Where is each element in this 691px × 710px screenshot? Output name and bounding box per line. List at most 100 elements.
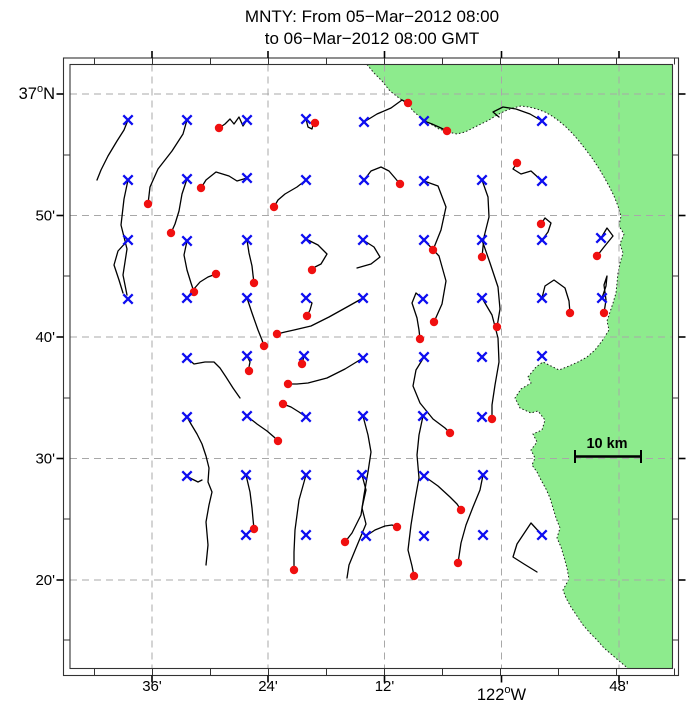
longitude-tick-label: 24' — [258, 678, 278, 695]
drifter-start-x-marker — [122, 174, 134, 186]
drifter-start-x-marker — [477, 469, 489, 481]
drifter-start-x-marker — [241, 234, 253, 246]
drifter-start-x-marker — [357, 292, 369, 304]
drifter-trajectory — [492, 106, 543, 122]
drifter-end-dot-marker — [283, 379, 293, 389]
drifter-trajectory — [293, 474, 307, 571]
drifter-end-dot-marker — [429, 317, 439, 327]
drifter-end-dot-marker — [259, 341, 269, 351]
drifter-trajectory — [273, 179, 307, 208]
drifter-trajectory — [276, 297, 364, 335]
drifter-start-x-marker — [536, 234, 548, 246]
drifter-end-dot-marker — [492, 322, 502, 332]
drifter-end-dot-marker — [278, 399, 288, 409]
drifter-start-x-marker — [300, 113, 312, 125]
drifter-start-x-marker — [241, 172, 253, 184]
drifter-start-x-marker — [181, 352, 193, 364]
drifter-trajectory — [412, 356, 451, 434]
drifter-start-x-marker — [241, 114, 253, 126]
drifter-trajectory — [512, 522, 543, 573]
drifter-end-dot-marker — [273, 436, 283, 446]
drifter-trajectory — [183, 240, 195, 293]
axis-layer: 36' 24' 12' 122oW 48' 37oN 50' 40' 30' 20' — [19, 51, 686, 704]
drifter-start-x-marker — [300, 411, 312, 423]
drifter-end-dot-marker — [166, 228, 176, 238]
drifter-start-x-marker — [240, 469, 252, 481]
drifter-end-dot-marker — [244, 366, 254, 376]
longitude-tick-label: 12' — [375, 678, 395, 695]
drifter-start-x-marker — [357, 352, 369, 364]
drifter-start-x-marker — [240, 529, 252, 541]
drifter-start-x-marker — [181, 114, 193, 126]
drifter-trajectory — [186, 357, 241, 399]
drifter-trajectory — [541, 279, 571, 314]
drifter-end-dot-marker — [403, 98, 413, 108]
drifter-end-dot-marker — [272, 329, 282, 339]
drifter-start-x-marker — [360, 530, 372, 542]
drifter-end-dot-marker — [512, 158, 522, 168]
drifter-end-dot-marker — [249, 278, 259, 288]
scale-bar-label: 10 km — [586, 436, 627, 452]
drifter-trajectory — [356, 239, 381, 269]
drifter-start-x-marker — [476, 234, 488, 246]
drifter-end-dot-marker — [409, 571, 419, 581]
figure-title: MNTY: From 05−Mar−2012 08:00 to 06−Mar−2… — [72, 6, 672, 50]
drifter-start-x-marker — [418, 351, 430, 363]
drifter-start-x-marker — [476, 174, 488, 186]
drifter-end-dot-marker — [442, 126, 452, 136]
drifter-start-x-marker — [241, 410, 253, 422]
drifter-end-dot-marker — [445, 428, 455, 438]
drifter-end-dot-marker — [269, 202, 279, 212]
graticule-layer — [70, 64, 673, 669]
drifter-start-x-marker — [476, 351, 488, 363]
frame-outer — [62, 57, 680, 677]
drifter-start-x-marker — [181, 411, 193, 423]
drifter-start-x-marker — [536, 529, 548, 541]
latitude-tick-label: 30' — [35, 451, 55, 468]
latitude-tick-label: 20' — [35, 572, 55, 589]
drifter-start-x-marker — [418, 175, 430, 187]
drifter-start-x-marker — [122, 114, 134, 126]
drifter-end-dot-marker — [395, 179, 405, 189]
longitude-tick-label: 36' — [142, 678, 162, 695]
figure-title-line2: to 06−Mar−2012 08:00 GMT — [264, 29, 480, 48]
drifter-start-x-marker — [417, 410, 429, 422]
drifter-start-x-marker — [477, 529, 489, 541]
longitude-tick-label: 48' — [609, 678, 629, 695]
drifter-trajectory — [218, 116, 248, 129]
frame-inner — [69, 63, 674, 670]
drifter-trajectory — [147, 119, 188, 205]
drifter-trajectory — [363, 99, 409, 123]
drifter-trajectory — [200, 171, 248, 189]
drifter-end-dot-marker — [477, 252, 487, 262]
drifter-start-x-marker — [476, 292, 488, 304]
drifter-end-dot-marker — [302, 311, 312, 321]
drifter-start-x-marker — [300, 529, 312, 541]
drifter-end-dot-marker — [592, 251, 602, 261]
drifter-start-x-marker — [418, 470, 430, 482]
land-polygon-monterey-coast — [365, 64, 673, 669]
drifter-start-x-marker — [181, 470, 193, 482]
marker-layer — [122, 98, 609, 581]
latitude-tick-label: 40' — [35, 329, 55, 346]
drifter-trajectory — [481, 297, 500, 420]
land-layer — [365, 64, 673, 669]
drifter-start-x-marker — [181, 173, 193, 185]
scale-bar: 10 km — [574, 436, 642, 463]
drifter-end-dot-marker — [340, 537, 350, 547]
drifter-end-dot-marker — [456, 505, 466, 515]
drifter-start-x-marker — [122, 293, 134, 305]
drifter-start-x-marker — [418, 234, 430, 246]
drifter-start-x-marker — [241, 292, 253, 304]
drifter-start-x-marker — [300, 469, 312, 481]
drifter-trajectory — [96, 119, 129, 181]
drifter-end-dot-marker — [599, 308, 609, 318]
drifter-start-x-marker — [357, 410, 369, 422]
drifter-start-x-marker — [300, 292, 312, 304]
drifter-end-dot-marker — [211, 269, 221, 279]
drifter-trajectory — [481, 179, 490, 258]
latitude-tick-label: 37oN — [19, 83, 55, 103]
drifter-end-dot-marker — [536, 219, 546, 229]
drifter-start-x-marker — [418, 115, 430, 127]
